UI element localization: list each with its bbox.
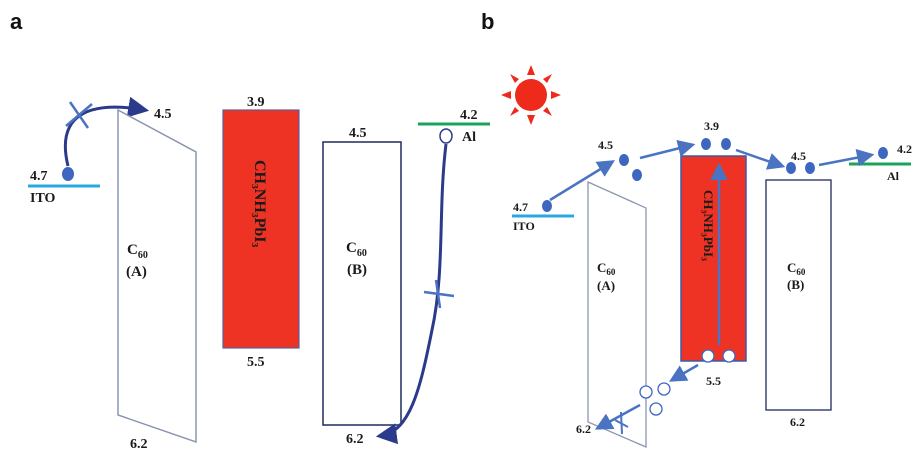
perovskite-top-value: 3.9 [704, 119, 719, 133]
c60-b-top-value: 4.5 [349, 126, 367, 141]
blocked-cross [66, 102, 92, 128]
c60-a-tag: (A) [597, 278, 615, 293]
panel-b-label: b [481, 9, 494, 34]
perovskite-formula: CH₃NH₃PbI₃ [251, 160, 268, 247]
electron-dot [632, 169, 642, 181]
c60-b-bottom-value: 6.2 [790, 415, 805, 429]
electron-dot [721, 138, 731, 150]
electron-dot [701, 138, 711, 150]
perovskite-bottom-value: 5.5 [706, 374, 721, 388]
c60-b-layer [766, 180, 831, 410]
sun-icon [501, 65, 561, 125]
electron-dot [878, 147, 888, 159]
ito-value: 4.7 [513, 200, 528, 214]
al-value: 4.2 [897, 142, 912, 156]
hole-circle [650, 403, 662, 415]
hole-circle [702, 350, 714, 362]
hole-circle [658, 383, 670, 395]
ito-label: ITO [513, 219, 535, 233]
electron-dot [619, 154, 629, 166]
electron-dot [62, 167, 74, 181]
panel-a: a 4.7 ITO 4.5 6.2 C60 (A) 3.9 5.5 CH₃NH₃… [10, 9, 490, 450]
al-label: Al [462, 130, 476, 145]
electron-dot [542, 200, 552, 212]
perovskite-bottom-value: 5.5 [247, 355, 265, 370]
c60-a-bottom-value: 6.2 [130, 437, 148, 450]
al-label: Al [887, 169, 900, 183]
c60-a-top-value: 4.5 [154, 107, 172, 122]
perovskite-top-value: 3.9 [247, 95, 265, 110]
hole-circle [640, 386, 652, 398]
c60-b-layer [323, 142, 401, 425]
c60-b-tag: (B) [787, 277, 804, 292]
c60-b-bottom-value: 6.2 [346, 432, 364, 447]
electron-dot [786, 162, 796, 174]
electron-dot [805, 162, 815, 174]
ito-label: ITO [30, 191, 56, 206]
ito-value: 4.7 [30, 169, 48, 184]
c60-a-tag: (A) [126, 264, 147, 280]
hole-circle [440, 129, 452, 143]
c60-a-bottom-value: 6.2 [576, 422, 591, 436]
c60-b-top-value: 4.5 [791, 149, 806, 163]
hole-circle [723, 350, 735, 362]
panel-a-label: a [10, 9, 23, 34]
c60-a-top-value: 4.5 [598, 138, 613, 152]
perovskite-formula: CH₃NH₃PbI₃ [701, 190, 716, 261]
al-value: 4.2 [460, 108, 478, 123]
panel-b: b 4.7 ITO 4.5 6.2 C60 (A) 3.9 [481, 9, 912, 447]
c60-b-tag: (B) [347, 262, 367, 278]
hole-transfer-arrow [672, 365, 698, 380]
